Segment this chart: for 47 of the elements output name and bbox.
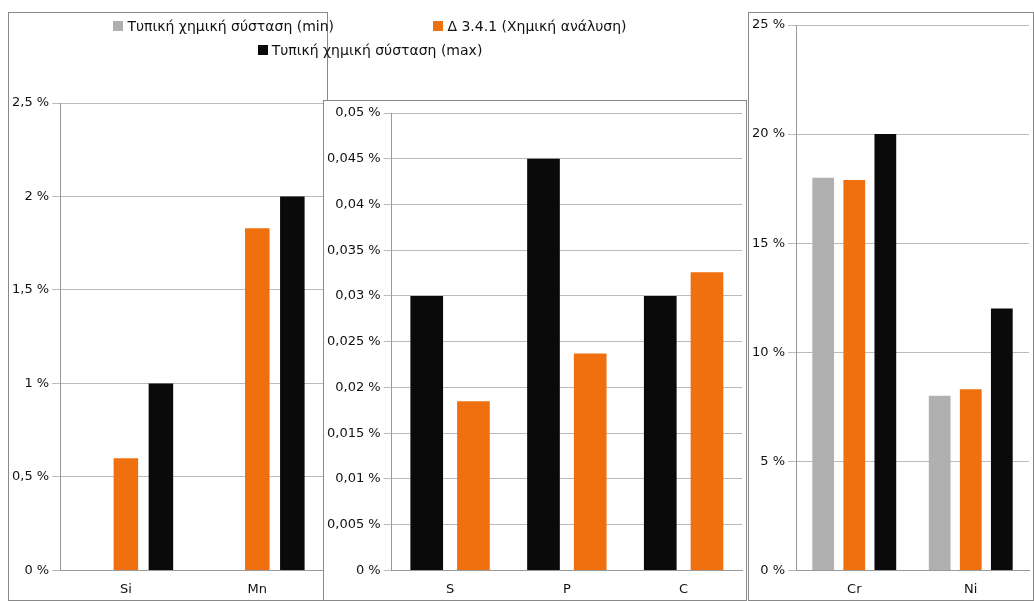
bar — [527, 158, 560, 570]
bar — [990, 308, 1013, 570]
legend-label: Δ 3.4.1 (Χημική ανάλυση) — [447, 18, 627, 34]
y-tick-label: 0,03 % — [335, 287, 381, 303]
y-tick-label: 1 % — [24, 374, 50, 390]
x-tick-label: P — [562, 580, 571, 596]
bar — [410, 295, 444, 570]
y-tick-label: 0 % — [24, 561, 50, 577]
bar — [843, 179, 866, 570]
y-tick-label: 0,05 % — [335, 104, 381, 120]
y-tick-label: 0,005 % — [327, 516, 381, 532]
x-tick-label: Mn — [247, 580, 268, 596]
y-tick-label: 20 % — [752, 125, 786, 141]
bar — [245, 228, 270, 570]
bar — [643, 295, 677, 570]
x-tick-label: C — [679, 580, 689, 596]
y-tick-label: 0 % — [760, 561, 786, 577]
y-tick-label: 0,025 % — [327, 333, 381, 349]
y-tick-label: 25 % — [752, 16, 786, 32]
y-tick-label: 0,035 % — [327, 241, 381, 257]
bar — [113, 458, 139, 570]
y-tick-label: 0 % — [355, 561, 381, 577]
x-tick-label: Cr — [847, 580, 863, 596]
bar — [573, 353, 607, 570]
bar — [690, 272, 724, 570]
y-tick-label: 0,5 % — [11, 468, 50, 484]
y-tick-label: 1,5 % — [11, 281, 50, 297]
x-tick-label: S — [445, 580, 455, 596]
y-tick-label: 0,04 % — [335, 195, 381, 211]
bar — [874, 134, 897, 570]
legend-label: Τυπική χημική σύσταση (min) — [127, 18, 335, 34]
legend-label: Τυπική χημική σύσταση (max) — [271, 42, 483, 58]
y-tick-label: 0,01 % — [335, 470, 381, 486]
y-tick-label: 15 % — [752, 234, 786, 250]
x-tick-label: Ni — [964, 580, 978, 596]
y-tick-label: 2,5 % — [11, 94, 50, 110]
y-tick-label: 5 % — [760, 452, 786, 468]
y-tick-label: 0,045 % — [327, 150, 381, 166]
bar — [280, 196, 305, 570]
bar — [457, 401, 490, 570]
bar — [148, 383, 174, 570]
y-tick-label: 10 % — [752, 343, 786, 359]
bar — [959, 389, 982, 570]
y-tick-label: 0,02 % — [335, 378, 381, 394]
y-tick-label: 2 % — [24, 187, 50, 203]
y-tick-label: 0,015 % — [327, 424, 381, 440]
x-tick-label: Si — [119, 580, 132, 596]
